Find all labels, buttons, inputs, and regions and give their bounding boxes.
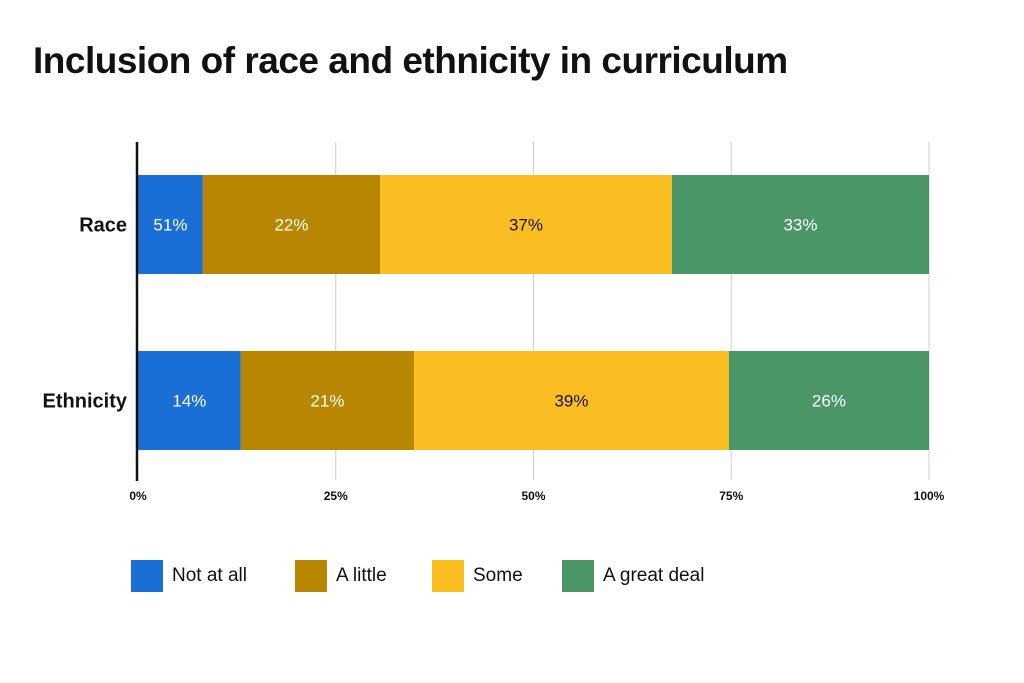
- bar-segment: [138, 351, 241, 450]
- bar-segment: [138, 175, 203, 274]
- y-category-label: Race: [79, 215, 127, 237]
- data-label: 22%: [274, 216, 308, 235]
- legend-label: Some: [473, 565, 523, 586]
- data-label: 39%: [554, 392, 588, 411]
- legend-label: Not at all: [172, 565, 247, 586]
- bar-segment: [728, 351, 929, 450]
- bar-segment: [202, 175, 381, 274]
- legend-swatch: [131, 560, 163, 592]
- data-label: 37%: [509, 216, 543, 235]
- data-label: 51%: [153, 216, 187, 235]
- legend-swatch: [432, 560, 464, 592]
- data-label: 21%: [310, 392, 344, 411]
- chart-title: Inclusion of race and ethnicity in curri…: [33, 40, 788, 81]
- legend-label: A little: [336, 565, 387, 586]
- bar-segment: [414, 351, 729, 450]
- bar-segment: [380, 175, 672, 274]
- x-tick-label: 50%: [521, 489, 545, 503]
- data-label: 26%: [812, 392, 846, 411]
- y-category-label: Ethnicity: [43, 391, 128, 413]
- legend-swatch: [295, 560, 327, 592]
- bar-segment: [671, 175, 929, 274]
- legend-item: A little: [295, 560, 387, 592]
- x-tick-label: 0%: [129, 489, 147, 503]
- bar-segment: [240, 351, 415, 450]
- x-tick-label: 100%: [914, 489, 945, 503]
- legend-swatch: [562, 560, 594, 592]
- legend-label: A great deal: [603, 565, 705, 586]
- legend-item: Some: [432, 560, 523, 592]
- x-tick-label: 75%: [719, 489, 743, 503]
- legend-item: Not at all: [131, 560, 247, 592]
- data-label: 33%: [783, 216, 817, 235]
- x-tick-label: 25%: [324, 489, 348, 503]
- legend-item: A great deal: [562, 560, 704, 592]
- data-label: 14%: [172, 392, 206, 411]
